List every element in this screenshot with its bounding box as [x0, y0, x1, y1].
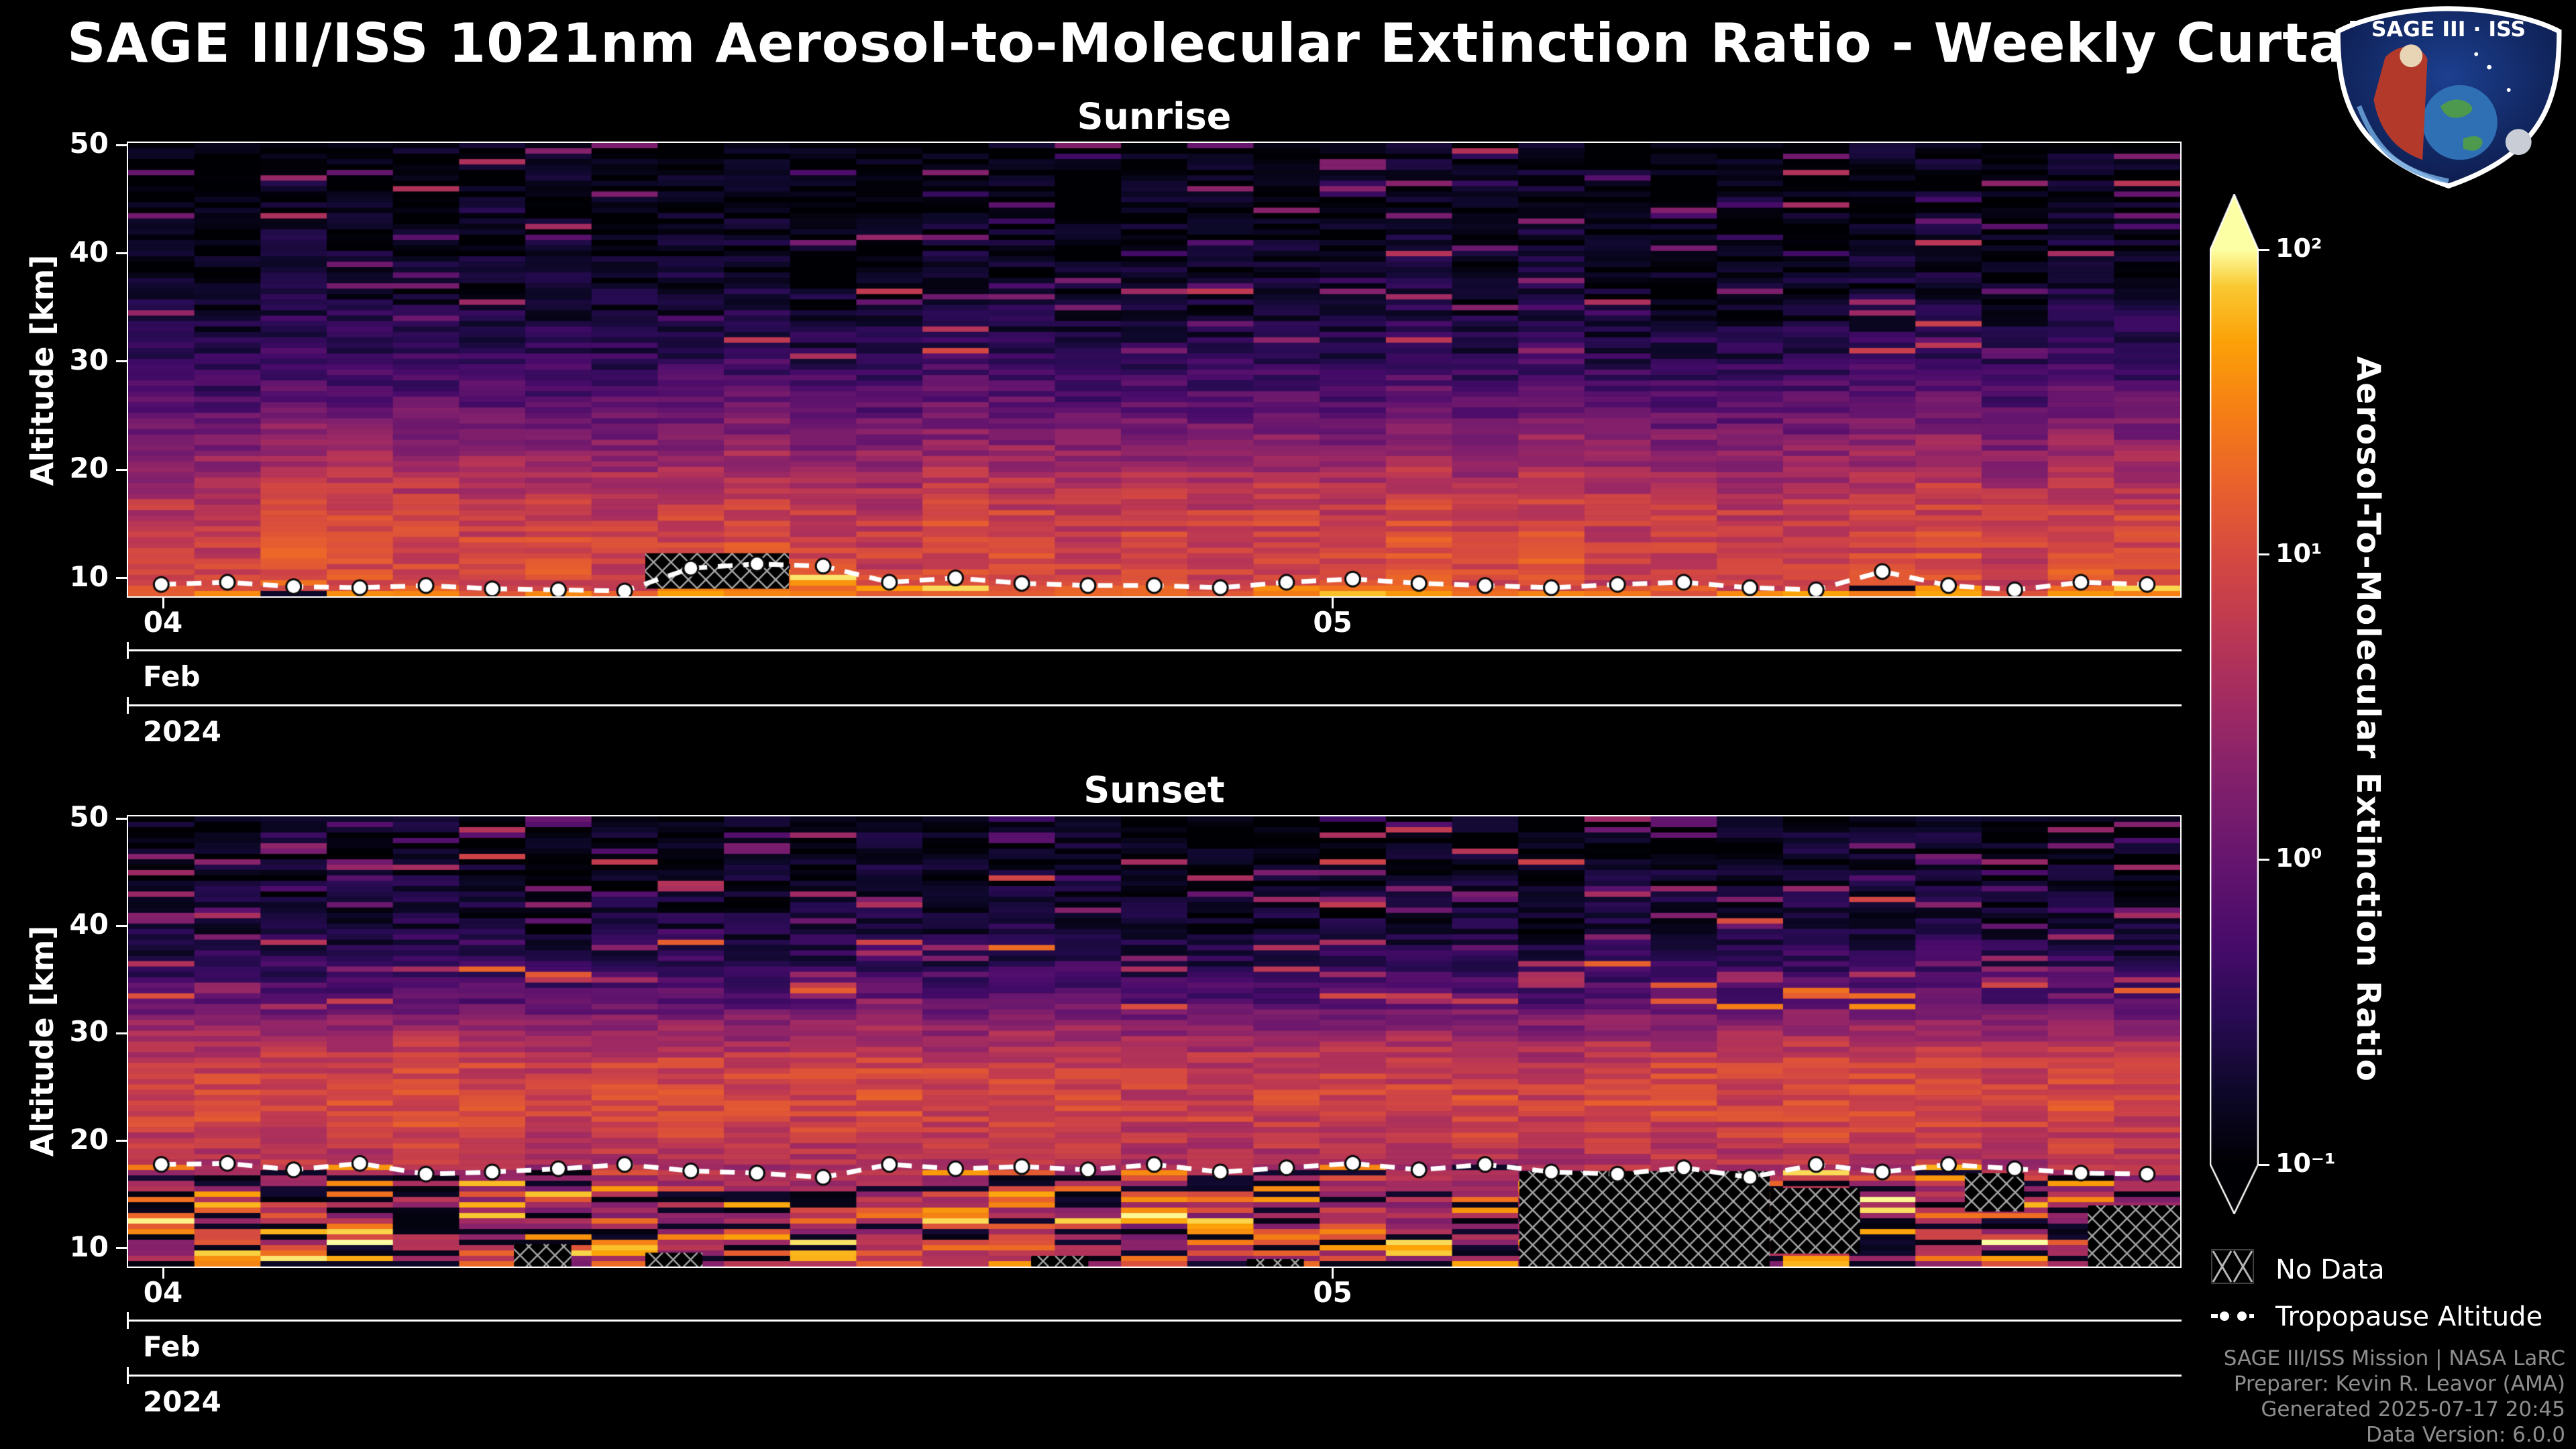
date-axis-line	[127, 1320, 2182, 1322]
date-axis-tick	[127, 1312, 129, 1329]
y-tick-label: 50	[69, 800, 109, 834]
no-data-hatch-icon	[2211, 1249, 2254, 1284]
y-tick-label: 30	[69, 1015, 109, 1049]
x-tick-mark	[162, 1268, 164, 1279]
colorbar: 10² 10¹ 10⁰ 10⁻¹	[2210, 194, 2398, 1227]
colorbar-tick-label: 10¹	[2275, 538, 2322, 568]
logo-star3	[2474, 52, 2479, 56]
x-tick-mark	[162, 598, 164, 608]
logo-moon	[2505, 129, 2532, 156]
footer-version-line: Data Version: 6.0.0	[2365, 1423, 2565, 1447]
x-tick-label: 05	[1313, 1276, 1352, 1309]
sunset-plot-area	[127, 815, 2182, 1268]
date-axis-line	[127, 704, 2182, 706]
logo-star1	[2487, 64, 2492, 70]
colorbar-tick-label: 10²	[2275, 233, 2322, 263]
colorbar-label: Aerosol-To-Molecular Extinction Ratio	[2349, 356, 2387, 1083]
no-data-legend-label: No Data	[2275, 1254, 2385, 1285]
y-tick-mark	[116, 144, 128, 146]
y-tick-mark	[116, 252, 128, 255]
month-label: Feb	[143, 660, 201, 693]
colorbar-tick-mark	[2259, 858, 2269, 861]
y-tick-label: 10	[69, 1230, 109, 1263]
logo-earth-land2	[2463, 136, 2483, 151]
mission-logo: SAGE III · ISS	[2335, 6, 2562, 189]
x-tick-label: 04	[143, 606, 183, 639]
y-tick-mark	[116, 577, 128, 580]
x-tick-label: 04	[143, 1276, 183, 1309]
date-axis-tick	[127, 642, 129, 659]
colorbar-tick-mark	[2259, 553, 2269, 556]
date-axis-line	[127, 649, 2182, 651]
y-tick-mark	[116, 924, 128, 927]
footer-mission-line: SAGE III/ISS Mission | NASA LaRC	[2223, 1346, 2565, 1371]
y-tick-label: 40	[69, 235, 109, 268]
sunset-heatmap-canvas	[128, 816, 2180, 1267]
logo-orbit-arc	[2357, 105, 2449, 184]
date-axis-line	[127, 1375, 2182, 1377]
y-tick-mark	[116, 468, 128, 471]
x-tick-mark	[1332, 1268, 1334, 1279]
y-tick-mark	[116, 1247, 128, 1250]
y-tick-mark	[116, 817, 128, 820]
page-title: SAGE III/ISS 1021nm Aerosol-to-Molecular…	[67, 12, 2436, 74]
y-tick-label: 30	[69, 343, 109, 376]
logo-earth	[2422, 85, 2498, 160]
colorbar-gradient	[2210, 194, 2259, 1214]
logo-earth-land	[2440, 99, 2473, 118]
y-tick-label: 10	[69, 559, 109, 593]
y-tick-label: 40	[69, 908, 109, 941]
tropopause-line-icon	[2211, 1310, 2254, 1322]
colorbar-tick-label: 10⁰	[2275, 843, 2322, 873]
month-label: Feb	[143, 1330, 201, 1363]
year-label: 2024	[143, 715, 221, 748]
footer-generated-line: Generated 2025-07-17 20:45	[2261, 1397, 2565, 1421]
y-tick-mark	[116, 1032, 128, 1034]
logo-title: SAGE III · ISS	[2371, 17, 2526, 42]
colorbar-tick-mark	[2259, 248, 2269, 251]
colorbar-tick-label: 10⁻¹	[2275, 1148, 2336, 1178]
sunrise-panel-title: Sunrise	[1077, 95, 1232, 138]
year-label: 2024	[143, 1385, 221, 1418]
logo-star2	[2506, 88, 2511, 92]
y-tick-mark	[116, 360, 128, 363]
colorbar-tick-mark	[2259, 1163, 2269, 1166]
date-axis-tick	[127, 1367, 129, 1384]
footer-credits: SAGE III/ISS Mission | NASA LaRC Prepare…	[2224, 1346, 2565, 1448]
x-tick-mark	[1332, 598, 1334, 608]
sunrise-heatmap-canvas	[128, 143, 2180, 596]
y-tick-label: 50	[69, 127, 109, 160]
sunrise-plot-area	[127, 142, 2182, 598]
logo-figure-face	[2400, 44, 2423, 68]
date-axis-tick	[127, 697, 129, 714]
footer-preparer-line: Preparer: Kevin R. Leavor (AMA)	[2233, 1372, 2565, 1396]
tropopause-legend-label: Tropopause Altitude	[2275, 1301, 2543, 1332]
sunset-panel-title: Sunset	[1083, 769, 1225, 811]
logo-figure	[2373, 46, 2428, 160]
y-tick-label: 20	[69, 1122, 109, 1156]
x-tick-label: 05	[1313, 606, 1352, 639]
y-tick-label: 20	[69, 451, 109, 485]
y-tick-mark	[116, 1140, 128, 1142]
